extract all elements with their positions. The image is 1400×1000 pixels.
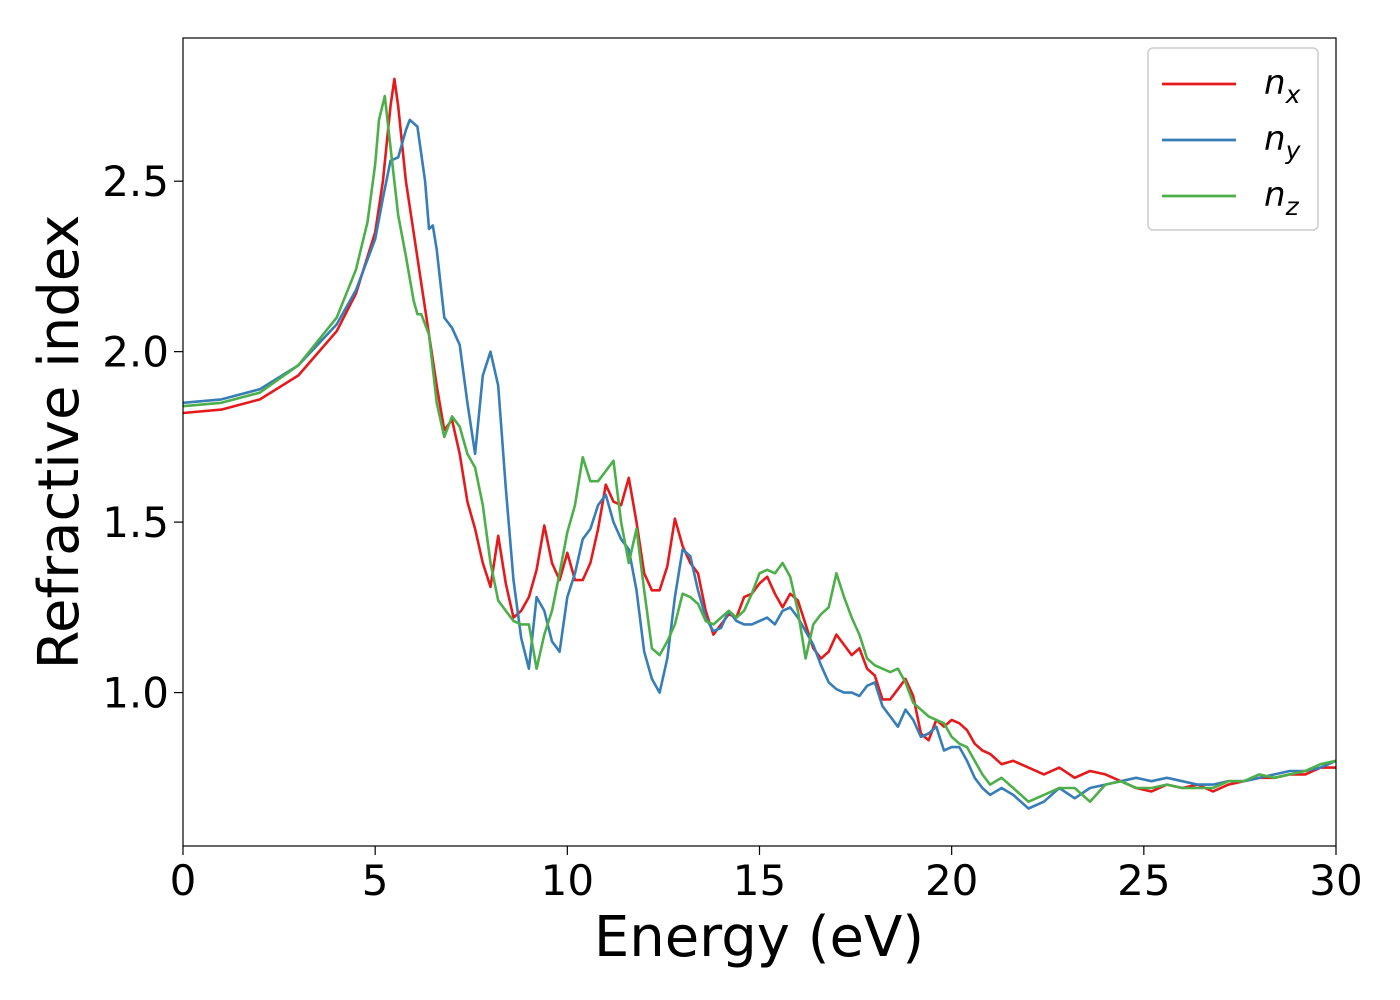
legend-label-main: n xyxy=(1264,119,1286,159)
tick-layer: 0 5 10 15 20 25 30 1.0 1.5 2.0 2.5 xyxy=(102,157,1363,905)
y-tick-label: 1.5 xyxy=(102,498,169,547)
y-tick-label: 2.0 xyxy=(102,328,169,377)
x-tick-label: 15 xyxy=(733,856,786,905)
y-tick-label: 2.5 xyxy=(102,157,169,206)
x-tick-label: 5 xyxy=(362,856,389,905)
y-axis-label: Refractive index xyxy=(27,215,92,670)
series-line-z xyxy=(182,94,1337,803)
series-line-y xyxy=(182,118,1337,810)
legend-label-z: nz xyxy=(1264,175,1300,221)
legend-label-y: ny xyxy=(1264,119,1302,165)
y-tick-label: 1.0 xyxy=(102,669,169,718)
x-tick-label: 0 xyxy=(170,856,197,905)
x-tick-label: 30 xyxy=(1309,856,1362,905)
legend-label-subscript: z xyxy=(1285,192,1300,221)
legend-label-subscript: y xyxy=(1285,136,1302,165)
legend-label-main: n xyxy=(1264,63,1286,103)
series-layer xyxy=(182,77,1337,810)
x-tick-label: 25 xyxy=(1117,856,1170,905)
x-tick-label: 10 xyxy=(541,856,594,905)
x-tick-label: 20 xyxy=(925,856,978,905)
x-axis-label: Energy (eV) xyxy=(594,905,924,970)
legend-label-x: nx xyxy=(1264,63,1301,109)
legend-label-subscript: x xyxy=(1285,80,1301,109)
legend-label-main: n xyxy=(1264,175,1286,215)
series-line-x xyxy=(182,77,1336,793)
